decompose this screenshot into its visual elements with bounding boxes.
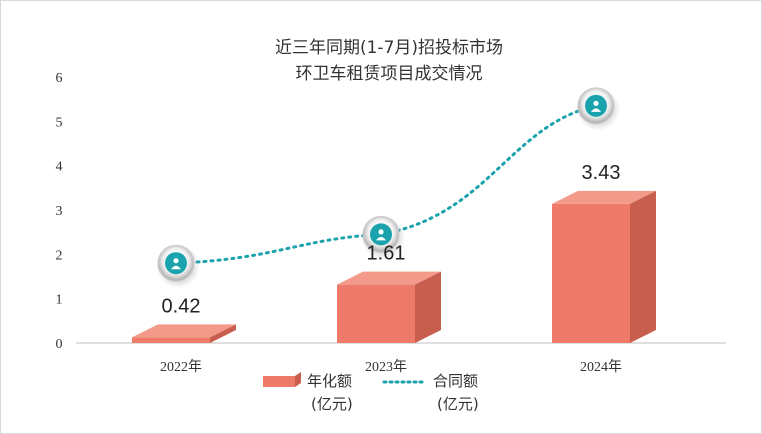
legend-swatch-bar	[263, 376, 295, 387]
legend: 年化额 (亿元) 合同额 (亿元)	[263, 372, 479, 413]
bar-front	[337, 284, 415, 343]
bar-2	[552, 190, 656, 343]
bar-0	[132, 324, 236, 343]
x-tick-label: 2024年	[580, 359, 622, 375]
bar-top	[132, 324, 236, 338]
y-axis: 0 1 2 3 4 5 6	[56, 71, 63, 352]
y-tick-label: 5	[56, 115, 63, 130]
bar-top	[337, 271, 441, 285]
x-axis: 2022年 2023年 2024年	[160, 359, 622, 375]
person-badge-icon	[156, 244, 200, 289]
x-tick-label: 2023年	[365, 359, 407, 375]
y-tick-label: 0	[56, 337, 63, 352]
bar-data-label: 1.61	[367, 243, 406, 265]
legend-label-bar-line-2: (亿元)	[311, 395, 353, 413]
legend-item-line: 合同额 (亿元)	[382, 372, 479, 413]
person-badge-icon	[361, 215, 405, 260]
y-tick-label: 2	[56, 248, 63, 263]
y-tick-label: 6	[56, 71, 63, 86]
bar-data-label: 0.42	[162, 295, 201, 317]
y-tick-label: 1	[56, 293, 63, 308]
bar-side	[415, 271, 441, 343]
bar-front	[132, 337, 210, 343]
chart-title-line-1: 近三年同期(1-7月)招投标市场	[275, 38, 503, 58]
legend-label-line-line-1: 合同额	[433, 372, 478, 390]
person-badge-icon	[576, 86, 620, 131]
y-tick-label: 4	[56, 160, 63, 175]
x-tick-label: 2022年	[160, 359, 202, 375]
data-labels: 0.42 1.61 3.43	[162, 162, 621, 317]
bar-side	[630, 190, 656, 343]
legend-swatch-bar-side	[295, 372, 301, 387]
y-tick-label: 3	[56, 204, 63, 219]
bar-front	[552, 203, 630, 343]
line-markers	[156, 86, 620, 289]
bar-side	[210, 324, 236, 343]
bar-1	[337, 271, 441, 343]
legend-label-bar-line-1: 年化额	[307, 372, 352, 390]
bar-data-label: 3.43	[582, 162, 621, 184]
legend-item-bar: 年化额 (亿元)	[263, 372, 353, 413]
bar-top	[552, 190, 656, 204]
bar-series	[132, 190, 656, 343]
chart-title-line-2: 环卫车租赁项目成交情况	[296, 64, 483, 84]
legend-label-line-line-2: (亿元)	[437, 395, 479, 413]
